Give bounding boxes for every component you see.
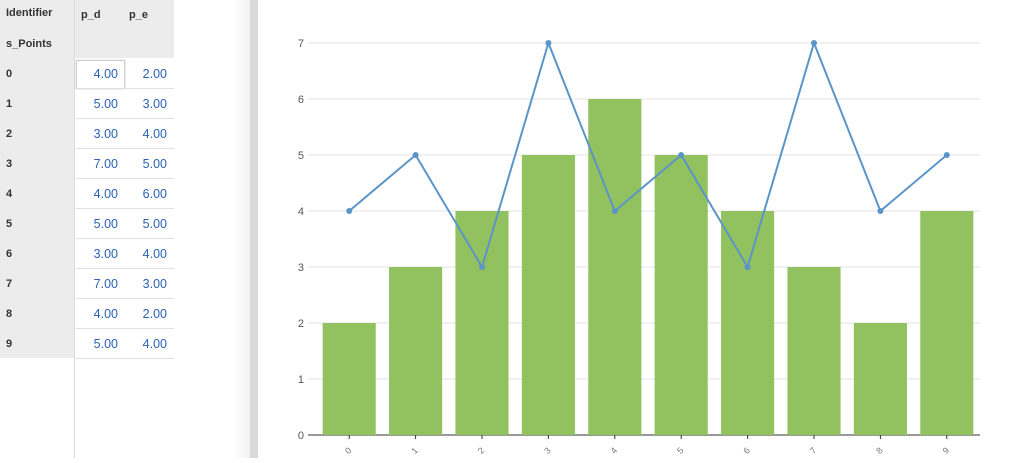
selected-cell[interactable] [76, 60, 125, 89]
line-point[interactable] [611, 208, 618, 214]
cell-p-e[interactable]: 5.00 [142, 157, 167, 171]
x-tick-label: 9 [941, 445, 952, 456]
y-tick-label: 1 [298, 374, 304, 386]
y-axis-tick-labels: 0 1 2 3 4 5 6 7 [298, 38, 304, 442]
cell-p-d[interactable]: 4.00 [93, 187, 118, 201]
y-tick-label: 3 [298, 262, 304, 274]
panel-splitter[interactable] [250, 0, 258, 458]
line-point[interactable] [744, 264, 751, 270]
header-p-e[interactable]: p_e [129, 9, 148, 21]
row-identifier[interactable]: 2 [6, 128, 13, 140]
identifier-column-background [0, 0, 74, 358]
row-divider [75, 298, 174, 299]
row-identifier[interactable]: 7 [6, 278, 13, 290]
cell-p-e[interactable]: 5.00 [142, 217, 167, 231]
line-point[interactable] [545, 40, 552, 46]
bar[interactable] [654, 155, 708, 435]
bar-series [322, 99, 974, 435]
y-tick-label: 0 [298, 430, 304, 442]
line-series [346, 39, 950, 270]
cell-p-d[interactable]: 3.00 [93, 127, 118, 141]
line-point[interactable] [412, 152, 419, 158]
x-tick-label: 2 [476, 445, 487, 456]
line-point[interactable] [943, 152, 950, 158]
table-header-background [75, 0, 174, 58]
y-tick-label: 6 [298, 94, 304, 106]
line-point[interactable] [877, 208, 884, 214]
y-tick-label: 2 [298, 318, 304, 330]
cell-p-d[interactable]: 3.00 [93, 247, 118, 261]
line-path [348, 39, 948, 270]
row-identifier[interactable]: 5 [6, 218, 13, 230]
x-tick-label: 8 [874, 445, 885, 456]
header-s-points[interactable]: s_Points [6, 38, 52, 50]
data-table: Identifier s_Points p_d p_e 0 4.00 2.00 1 5.… [0, 0, 174, 458]
y-tick-label: 4 [298, 206, 304, 218]
cell-p-e[interactable]: 6.00 [142, 187, 167, 201]
row-divider [75, 118, 174, 119]
line-point[interactable] [678, 152, 685, 158]
row-divider [75, 328, 174, 329]
cell-p-d[interactable]: 7.00 [93, 157, 118, 171]
cell-p-e[interactable]: 4.00 [142, 337, 167, 351]
cell-p-d[interactable]: 5.00 [93, 97, 118, 111]
bar[interactable] [588, 99, 642, 435]
bar[interactable] [787, 267, 841, 435]
row-divider [75, 268, 174, 269]
bar[interactable] [721, 211, 775, 435]
row-divider [75, 148, 174, 149]
row-identifier[interactable]: 4 [6, 188, 13, 200]
bar[interactable] [521, 155, 575, 435]
y-tick-label: 5 [298, 150, 304, 162]
cell-p-e[interactable]: 3.00 [142, 97, 167, 111]
row-identifier[interactable]: 9 [6, 338, 13, 350]
x-tick-label: 5 [675, 445, 686, 456]
x-tick-label: 3 [542, 445, 553, 456]
column-divider [74, 0, 75, 458]
cell-p-e[interactable]: 4.00 [142, 247, 167, 261]
cell-p-d[interactable]: 5.00 [93, 337, 118, 351]
row-divider [75, 88, 174, 89]
panel-shadow [232, 0, 250, 458]
combo-chart: 0 1 2 3 4 5 6 7 0 1 2 3 4 5 6 7 8 9 [298, 38, 980, 456]
bar[interactable] [920, 211, 974, 435]
cell-p-d[interactable]: 4.00 [93, 307, 118, 321]
line-point[interactable] [479, 264, 485, 270]
bar[interactable] [389, 267, 443, 435]
row-identifier[interactable]: 8 [6, 308, 13, 320]
cell-p-d[interactable]: 5.00 [93, 217, 118, 231]
cell-p-e[interactable]: 2.00 [142, 307, 167, 321]
x-tick-label: 0 [343, 445, 354, 456]
row-divider [75, 358, 174, 359]
row-identifier[interactable]: 6 [6, 248, 13, 260]
cell-p-d[interactable]: 4.00 [93, 67, 118, 81]
row-divider [75, 208, 174, 209]
x-axis-tick-labels: 0 1 2 3 4 5 6 7 8 9 [343, 435, 951, 456]
cell-p-d[interactable]: 7.00 [93, 277, 118, 291]
bar[interactable] [322, 323, 376, 435]
y-tick-label: 7 [298, 38, 304, 50]
x-tick-label: 6 [741, 445, 752, 456]
chart-area: 0 1 2 3 4 5 6 7 0 1 2 3 4 5 6 7 8 9 [258, 0, 1031, 458]
header-identifier[interactable]: Identifier [6, 7, 53, 19]
x-tick-label: 1 [409, 445, 420, 456]
line-point[interactable] [346, 208, 353, 214]
row-identifier[interactable]: 0 [6, 68, 13, 80]
row-identifier[interactable]: 3 [6, 158, 13, 170]
cell-p-e[interactable]: 3.00 [142, 277, 167, 291]
x-tick-label: 4 [609, 445, 620, 456]
cell-p-e[interactable]: 2.00 [142, 67, 167, 81]
header-p-d[interactable]: p_d [81, 9, 101, 21]
row-identifier[interactable]: 1 [6, 98, 13, 110]
row-divider [75, 178, 174, 179]
bar[interactable] [455, 211, 509, 435]
cell-p-e[interactable]: 4.00 [142, 127, 167, 141]
line-point[interactable] [811, 40, 817, 46]
x-tick-label: 7 [808, 445, 819, 456]
row-divider [75, 238, 174, 239]
bar[interactable] [853, 323, 907, 435]
